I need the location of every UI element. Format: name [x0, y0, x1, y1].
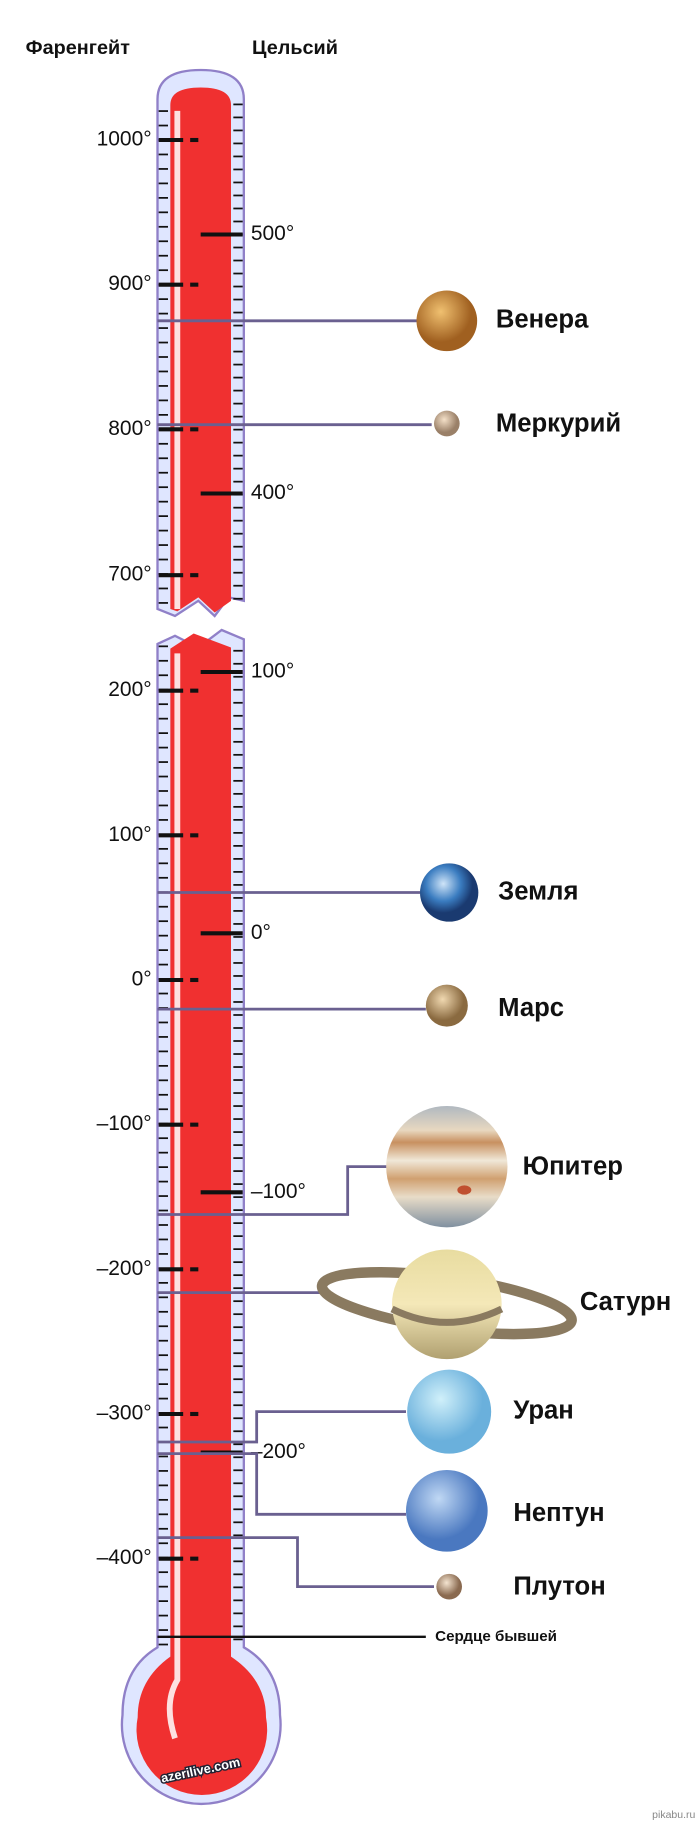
- planet-label: Меркурий: [496, 409, 621, 437]
- pluto: [436, 1573, 462, 1600]
- celsius-label: 400°: [251, 481, 294, 504]
- celsius-label: 0°: [251, 921, 271, 944]
- fahrenheit-label: 1000°: [97, 128, 152, 151]
- planet-label: Нептун: [513, 1499, 604, 1527]
- fahrenheit-heading: Фаренгейт: [26, 37, 131, 59]
- fahrenheit-scale: 1000° 900° 800° 700° 200° 100° 0° –100° –200° –30…: [97, 128, 199, 1569]
- fahrenheit-label: –200°: [97, 1257, 152, 1280]
- fahrenheit-label: –300°: [97, 1402, 152, 1425]
- saturn-ring-front: [390, 1305, 504, 1326]
- great-red-spot: [457, 1185, 472, 1195]
- fahrenheit-label: 900°: [108, 272, 151, 295]
- mars: [425, 984, 468, 1027]
- site-mark: pikabu.ru: [652, 1810, 695, 1821]
- earth: [419, 863, 479, 922]
- celsius-scale: 500° 400° 100° 0° –100° –200°: [200, 222, 306, 1463]
- celsius-label: 100°: [251, 660, 294, 683]
- pluto-line: [157, 1536, 434, 1589]
- venus: [416, 290, 478, 352]
- planet-label: Сатурн: [580, 1288, 671, 1316]
- saturn: [391, 1249, 502, 1360]
- mercury: [433, 410, 460, 437]
- minor-ticks: [158, 103, 243, 1646]
- celsius-label: –200°: [251, 1440, 306, 1463]
- uranus: [407, 1369, 492, 1454]
- celsius-label: 500°: [251, 222, 294, 245]
- fahrenheit-label: –400°: [97, 1546, 152, 1569]
- planet-label: Земля: [498, 877, 578, 905]
- planet-label: Плутон: [513, 1573, 605, 1601]
- neptune: [405, 1469, 488, 1552]
- planet-label: Марс: [498, 994, 564, 1022]
- heart-label: Сердце бывшей: [435, 1628, 557, 1645]
- fahrenheit-label: –100°: [97, 1112, 152, 1135]
- fahrenheit-label: 0°: [132, 968, 152, 991]
- planet-label: Уран: [513, 1396, 573, 1424]
- tube-highlight: [166, 110, 181, 1740]
- celsius-label: –100°: [251, 1180, 306, 1203]
- jupiter-line: [157, 1165, 388, 1216]
- uranus-line: [157, 1410, 406, 1444]
- fahrenheit-label: 100°: [108, 823, 151, 846]
- jupiter: [386, 1105, 508, 1228]
- fahrenheit-label: 700°: [108, 563, 151, 586]
- neptune-line: [157, 1452, 406, 1516]
- fahrenheit-label: 800°: [108, 417, 151, 440]
- planet-label: Юпитер: [523, 1153, 623, 1181]
- mercury-upper: [170, 87, 232, 613]
- planet-label: Венера: [496, 306, 589, 334]
- celsius-heading: Цельсий: [252, 37, 338, 59]
- fahrenheit-label: 200°: [108, 678, 151, 701]
